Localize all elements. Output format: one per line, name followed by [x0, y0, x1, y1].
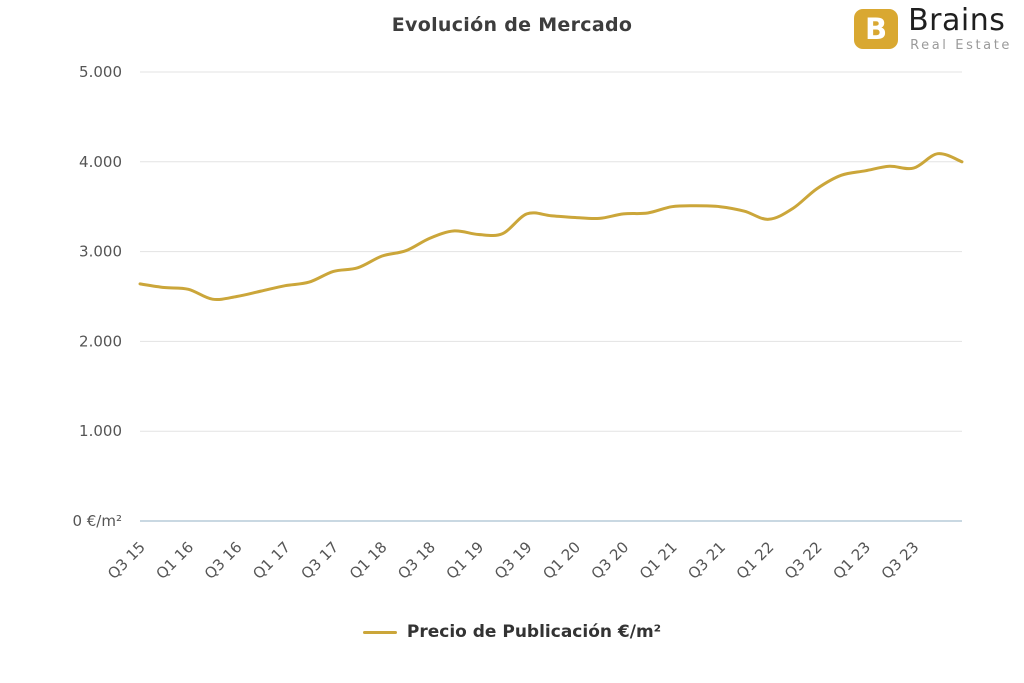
x-tick-label: Q3 21 [684, 538, 729, 583]
x-tick-label: Q3 18 [394, 538, 439, 583]
y-tick-label: 2.000 [79, 332, 122, 350]
brains-logo: B Brains Real Estate [853, 6, 1012, 52]
x-tick-label: Q3 16 [201, 538, 246, 583]
x-tick-label: Q3 23 [878, 538, 923, 583]
legend-label: Precio de Publicación €/m² [406, 622, 662, 642]
x-tick-label: Q1 21 [636, 538, 681, 583]
x-tick-label: Q1 22 [733, 538, 778, 583]
chart-legend: Precio de Publicación €/m² [0, 622, 1024, 642]
x-tick-label: Q1 19 [443, 538, 488, 583]
x-tick-label: Q1 23 [829, 538, 874, 583]
x-tick-label: Q1 16 [153, 538, 198, 583]
price-line [138, 152, 964, 301]
x-tick-label: Q3 17 [298, 538, 343, 583]
y-tick-label: 0 €/m² [72, 512, 122, 530]
brains-b-icon: B [854, 9, 899, 49]
y-tick-label: 3.000 [79, 243, 122, 261]
x-tick-label: Q3 15 [104, 538, 149, 583]
brains-brand-name: Brains [908, 3, 1006, 38]
x-tick-label: Q3 20 [588, 538, 633, 583]
brains-b-icon-bg [854, 9, 899, 49]
brains-logo-text: Brains Real Estate [908, 3, 1012, 53]
x-tick-label: Q1 20 [539, 538, 584, 583]
brains-b-icon-letter: B [865, 12, 887, 46]
chart-title: Evolución de Mercado [391, 14, 633, 36]
x-tick-label: Q1 17 [249, 538, 294, 583]
legend-line-swatch [362, 630, 397, 634]
y-tick-label: 5.000 [79, 63, 122, 81]
brains-brand-subtitle: Real Estate [910, 38, 1012, 53]
x-tick-label: Q3 22 [781, 538, 826, 583]
x-tick-label: Q3 19 [491, 538, 536, 583]
x-tick-label: Q1 18 [346, 538, 391, 583]
y-tick-label: 4.000 [79, 153, 122, 171]
y-tick-label: 1.000 [79, 422, 122, 440]
